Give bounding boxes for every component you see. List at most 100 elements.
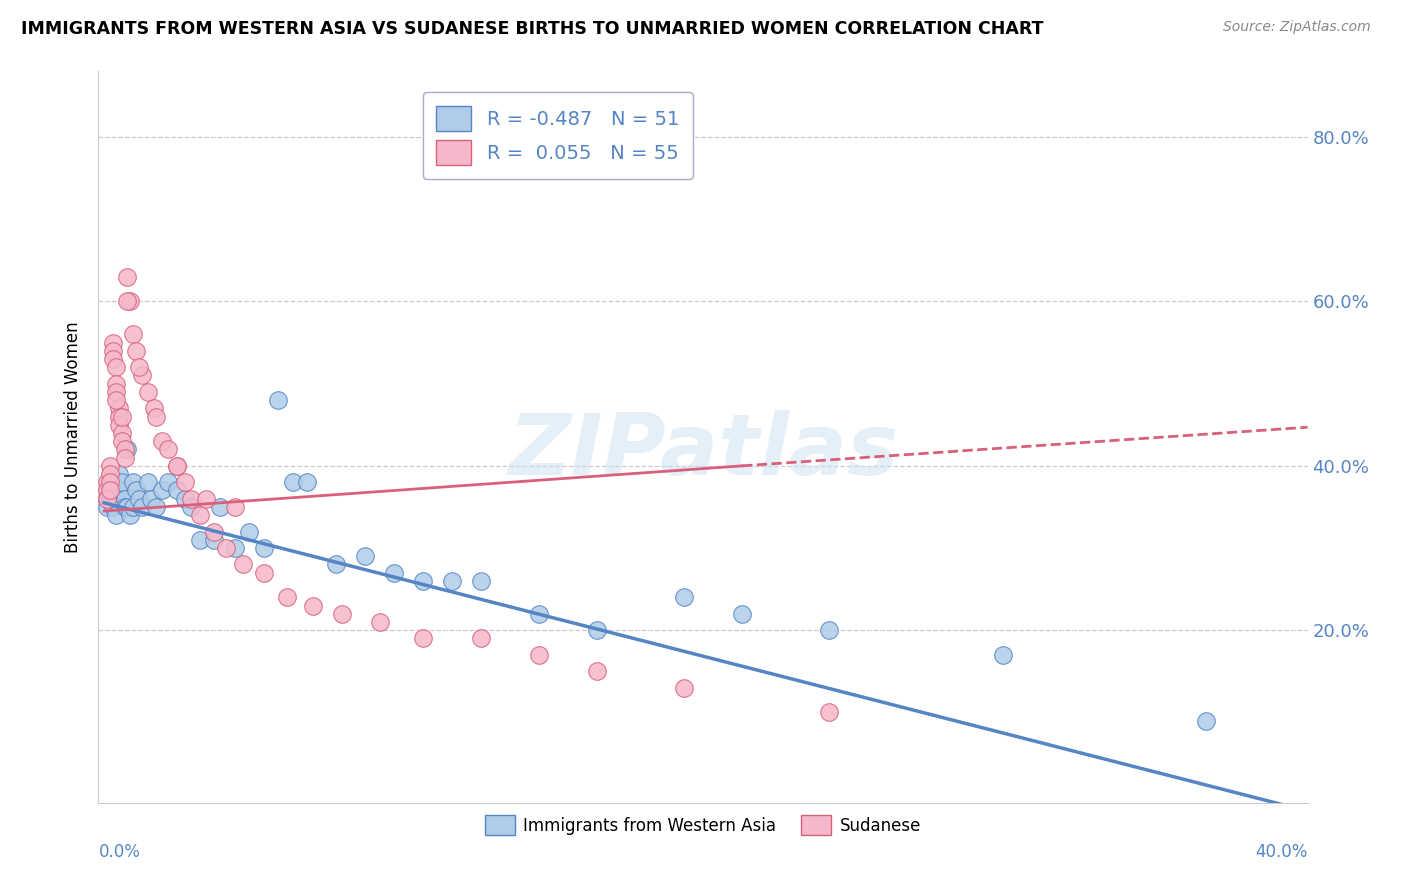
Point — [174, 491, 197, 506]
Point — [125, 343, 148, 358]
Point — [98, 458, 121, 473]
Point — [107, 483, 129, 498]
Point — [330, 607, 353, 621]
Point — [101, 500, 124, 514]
Point — [253, 566, 276, 580]
Point — [125, 483, 148, 498]
Text: 40.0%: 40.0% — [1256, 843, 1308, 861]
Point — [238, 524, 260, 539]
Point — [122, 327, 145, 342]
Point — [166, 458, 188, 473]
Point — [267, 393, 290, 408]
Point — [114, 500, 136, 514]
Point — [117, 500, 139, 514]
Point — [202, 524, 225, 539]
Point — [128, 360, 150, 375]
Point — [194, 491, 217, 506]
Point — [1195, 714, 1218, 728]
Point — [114, 442, 136, 457]
Point — [96, 475, 118, 490]
Point — [104, 491, 127, 506]
Point — [224, 541, 246, 555]
Point — [295, 475, 318, 490]
Point — [98, 483, 121, 498]
Point — [586, 624, 609, 638]
Text: ZIPatlas: ZIPatlas — [508, 410, 898, 493]
Point — [104, 508, 127, 523]
Point — [412, 574, 434, 588]
Point — [142, 401, 165, 416]
Point — [122, 500, 145, 514]
Point — [150, 434, 173, 449]
Point — [117, 294, 139, 309]
Point — [131, 500, 153, 514]
Point — [120, 294, 142, 309]
Point — [96, 500, 118, 514]
Point — [302, 599, 325, 613]
Point — [117, 269, 139, 284]
Point — [122, 475, 145, 490]
Point — [156, 442, 179, 457]
Point — [441, 574, 464, 588]
Point — [156, 475, 179, 490]
Point — [281, 475, 304, 490]
Point — [368, 615, 391, 629]
Text: Source: ZipAtlas.com: Source: ZipAtlas.com — [1223, 20, 1371, 34]
Point — [202, 533, 225, 547]
Point — [101, 335, 124, 350]
Point — [253, 541, 276, 555]
Point — [215, 541, 238, 555]
Point — [586, 665, 609, 679]
Point — [128, 491, 150, 506]
Point — [98, 467, 121, 481]
Point — [114, 491, 136, 506]
Point — [145, 409, 167, 424]
Point — [818, 624, 841, 638]
Point — [673, 681, 696, 695]
Point — [382, 566, 405, 580]
Point — [110, 409, 132, 424]
Point — [104, 384, 127, 399]
Point — [104, 376, 127, 391]
Point — [470, 632, 492, 646]
Point — [131, 368, 153, 383]
Point — [818, 706, 841, 720]
Point — [117, 442, 139, 457]
Point — [232, 558, 254, 572]
Point — [110, 434, 132, 449]
Text: IMMIGRANTS FROM WESTERN ASIA VS SUDANESE BIRTHS TO UNMARRIED WOMEN CORRELATION C: IMMIGRANTS FROM WESTERN ASIA VS SUDANESE… — [21, 20, 1043, 37]
Point — [101, 483, 124, 498]
Point — [180, 491, 202, 506]
Text: 0.0%: 0.0% — [98, 843, 141, 861]
Point — [107, 417, 129, 432]
Point — [188, 533, 211, 547]
Point — [107, 401, 129, 416]
Point — [98, 475, 121, 490]
Point — [150, 483, 173, 498]
Point — [110, 425, 132, 440]
Point — [325, 558, 347, 572]
Legend: Immigrants from Western Asia, Sudanese: Immigrants from Western Asia, Sudanese — [478, 808, 928, 842]
Point — [470, 574, 492, 588]
Point — [101, 343, 124, 358]
Point — [276, 591, 298, 605]
Point — [527, 607, 550, 621]
Point — [120, 508, 142, 523]
Point — [188, 508, 211, 523]
Point — [114, 450, 136, 465]
Point — [991, 648, 1014, 662]
Point — [166, 458, 188, 473]
Point — [98, 491, 121, 506]
Y-axis label: Births to Unmarried Women: Births to Unmarried Women — [65, 321, 83, 553]
Point — [104, 360, 127, 375]
Point — [107, 467, 129, 481]
Point — [527, 648, 550, 662]
Point — [98, 475, 121, 490]
Point — [96, 491, 118, 506]
Point — [101, 351, 124, 366]
Point — [145, 500, 167, 514]
Point — [139, 491, 162, 506]
Point — [107, 409, 129, 424]
Point — [136, 475, 159, 490]
Point — [412, 632, 434, 646]
